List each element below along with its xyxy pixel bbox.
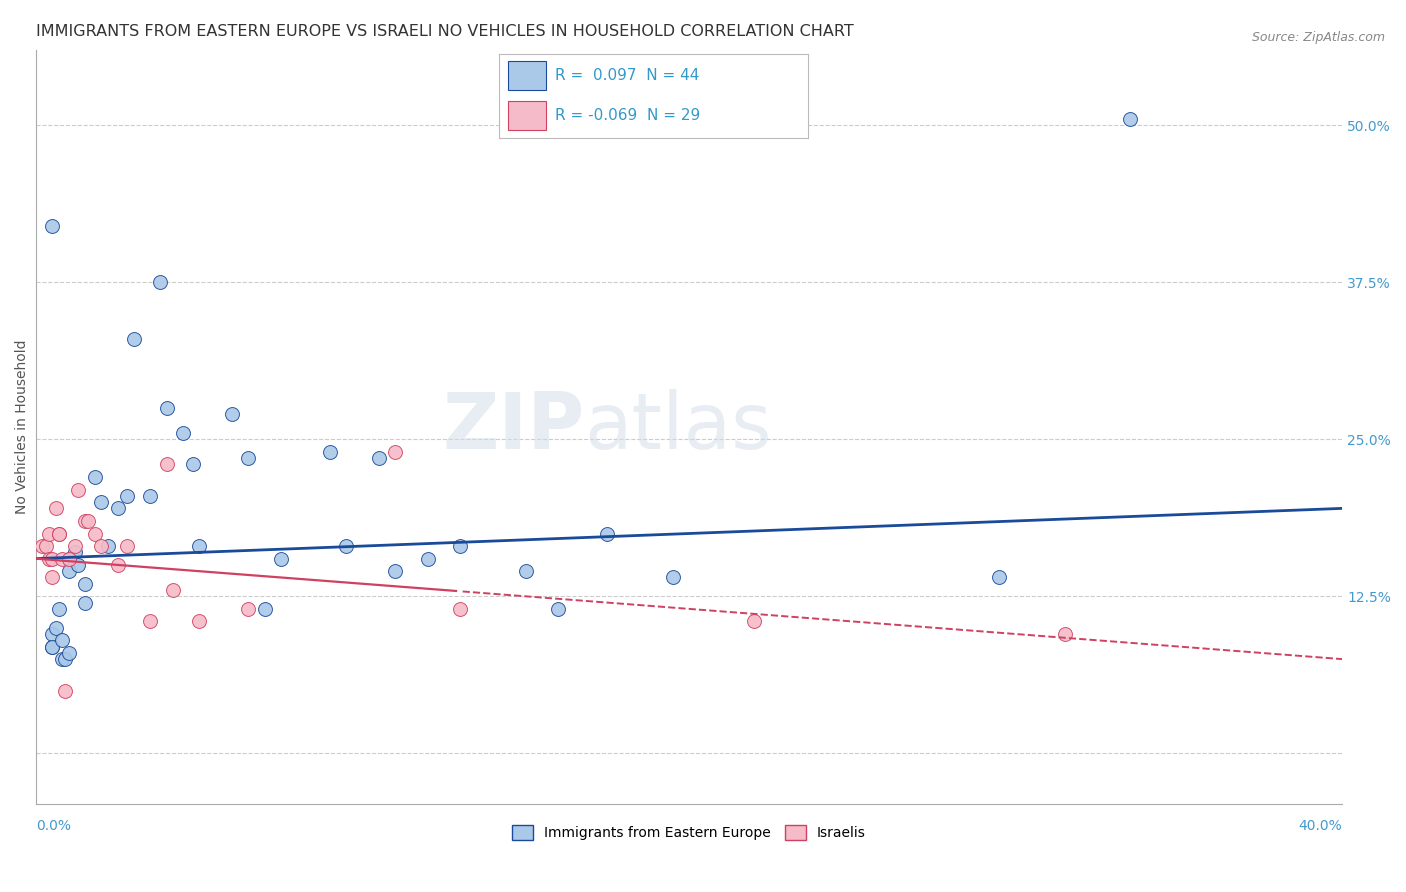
Point xyxy=(596,526,619,541)
Point xyxy=(53,652,76,666)
Point xyxy=(270,551,292,566)
Point xyxy=(58,646,80,660)
Point xyxy=(83,526,105,541)
Bar xyxy=(509,101,546,130)
Text: R = -0.069  N = 29: R = -0.069 N = 29 xyxy=(555,108,700,123)
Y-axis label: No Vehicles in Household: No Vehicles in Household xyxy=(15,340,30,514)
Point xyxy=(221,407,243,421)
Point xyxy=(41,570,63,584)
Point xyxy=(73,514,96,528)
Point xyxy=(67,558,90,572)
Point xyxy=(122,332,145,346)
Point xyxy=(172,425,194,440)
Point xyxy=(53,683,76,698)
Point xyxy=(155,401,177,415)
Point xyxy=(83,470,105,484)
Point xyxy=(988,570,1011,584)
Point xyxy=(67,483,90,497)
Point xyxy=(162,582,184,597)
Point xyxy=(48,526,70,541)
Point xyxy=(48,602,70,616)
Point xyxy=(450,602,472,616)
Point xyxy=(662,570,685,584)
Point xyxy=(41,640,63,654)
Legend: Immigrants from Eastern Europe, Israelis: Immigrants from Eastern Europe, Israelis xyxy=(506,820,872,846)
Point xyxy=(515,564,537,578)
Point xyxy=(73,596,96,610)
Point xyxy=(51,633,73,648)
Point xyxy=(107,558,129,572)
Point xyxy=(41,640,63,654)
Point xyxy=(58,551,80,566)
Point xyxy=(319,445,342,459)
Text: 0.0%: 0.0% xyxy=(37,819,70,833)
Point xyxy=(181,458,204,472)
Text: R =  0.097  N = 44: R = 0.097 N = 44 xyxy=(555,68,699,83)
Point xyxy=(63,545,86,559)
Point xyxy=(253,602,276,616)
Point xyxy=(77,514,100,528)
Point xyxy=(41,219,63,233)
Text: atlas: atlas xyxy=(585,389,772,465)
Point xyxy=(35,539,58,553)
Bar xyxy=(509,62,546,90)
Text: 40.0%: 40.0% xyxy=(1299,819,1343,833)
Point xyxy=(384,445,406,459)
Point xyxy=(117,489,139,503)
Point xyxy=(149,275,172,289)
Point xyxy=(155,458,177,472)
Text: ZIP: ZIP xyxy=(443,389,585,465)
Point xyxy=(238,451,260,466)
Point xyxy=(416,551,439,566)
Point xyxy=(117,539,139,553)
Point xyxy=(384,564,406,578)
Point xyxy=(51,551,73,566)
Point xyxy=(1053,627,1076,641)
Point xyxy=(45,501,67,516)
Point xyxy=(188,615,211,629)
Point xyxy=(90,539,112,553)
Point xyxy=(48,526,70,541)
Text: IMMIGRANTS FROM EASTERN EUROPE VS ISRAELI NO VEHICLES IN HOUSEHOLD CORRELATION C: IMMIGRANTS FROM EASTERN EUROPE VS ISRAEL… xyxy=(37,24,853,39)
Point xyxy=(58,564,80,578)
Point xyxy=(188,539,211,553)
Point xyxy=(58,551,80,566)
Point xyxy=(41,627,63,641)
Point xyxy=(38,551,60,566)
Point xyxy=(335,539,357,553)
Point xyxy=(450,539,472,553)
Point xyxy=(41,551,63,566)
Point xyxy=(744,615,766,629)
Point xyxy=(238,602,260,616)
Point xyxy=(367,451,389,466)
Point xyxy=(97,539,120,553)
Point xyxy=(547,602,569,616)
Point xyxy=(139,489,162,503)
Point xyxy=(31,539,53,553)
Point xyxy=(139,615,162,629)
Point xyxy=(1119,112,1142,126)
Point xyxy=(90,495,112,509)
Point xyxy=(63,539,86,553)
Point xyxy=(107,501,129,516)
Point xyxy=(73,576,96,591)
Text: Source: ZipAtlas.com: Source: ZipAtlas.com xyxy=(1251,31,1385,45)
Point xyxy=(38,526,60,541)
Point xyxy=(51,652,73,666)
Point xyxy=(45,621,67,635)
